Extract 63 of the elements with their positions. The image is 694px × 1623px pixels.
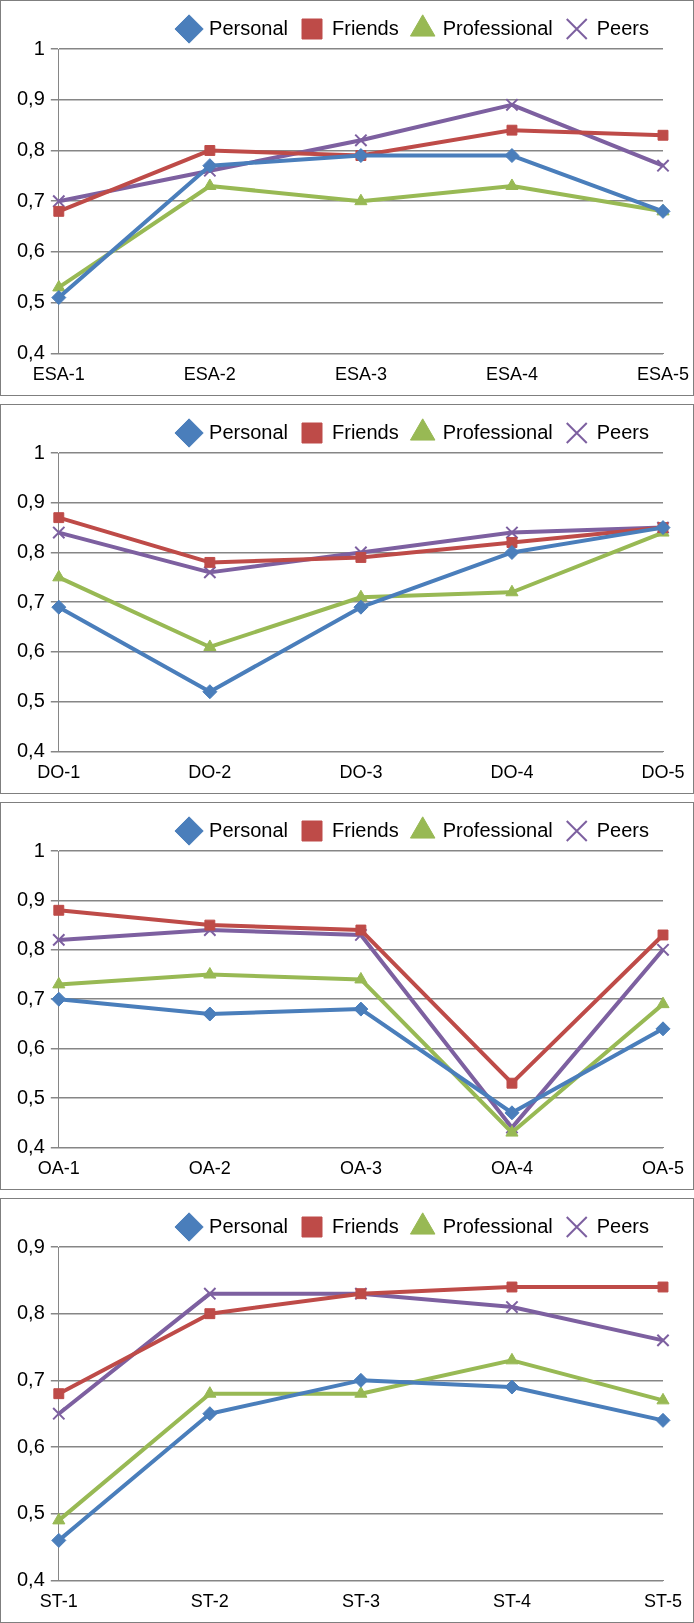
y-tick-label: 0,4 xyxy=(16,340,45,363)
y-tick-label: 0,8 xyxy=(16,539,45,562)
x-tick-label: OA-3 xyxy=(339,1158,382,1179)
legend-label: Peers xyxy=(596,420,649,443)
y-tick-label: 0,7 xyxy=(16,986,45,1009)
y-tick-label: 0,5 xyxy=(16,290,45,313)
y-tick-label: 0,4 xyxy=(16,1567,45,1590)
legend-label: Personal xyxy=(209,818,289,841)
legend-label: Personal xyxy=(209,420,289,443)
x-tick-label: ST-2 xyxy=(190,1591,229,1612)
y-tick-label: 0,6 xyxy=(16,239,45,262)
x-tick-label: OA-1 xyxy=(37,1158,80,1179)
x-tick-label: OA-4 xyxy=(490,1158,533,1179)
y-tick-label: 0,6 xyxy=(16,1036,45,1059)
y-tick-label: 0,9 xyxy=(16,490,45,513)
y-tick-label: 0,7 xyxy=(16,188,45,211)
y-tick-label: 0,5 xyxy=(16,1085,45,1108)
y-tick-label: 0,8 xyxy=(16,937,45,960)
y-tick-label: 1 xyxy=(33,440,45,463)
legend-label: Friends xyxy=(332,1214,399,1237)
x-tick-label: ST-3 xyxy=(341,1591,380,1612)
legend-label: Professional xyxy=(442,1214,553,1237)
y-tick-label: 0,7 xyxy=(16,1367,45,1390)
y-tick-label: 0,9 xyxy=(16,887,45,910)
y-tick-label: 0,5 xyxy=(16,1501,45,1524)
x-tick-label: ESA-2 xyxy=(183,364,236,385)
x-tick-label: OA-2 xyxy=(188,1158,231,1179)
x-tick-label: ESA-4 xyxy=(485,364,538,385)
legend-label: Friends xyxy=(332,818,399,841)
y-tick-label: 0,4 xyxy=(16,738,45,761)
legend-label: Personal xyxy=(209,16,289,39)
y-tick-label: 1 xyxy=(33,36,45,59)
x-tick-label: ST-4 xyxy=(492,1591,531,1612)
y-tick-label: 0,9 xyxy=(16,87,45,110)
x-tick-label: ESA-5 xyxy=(636,364,690,385)
y-tick-label: 0,8 xyxy=(16,1301,45,1324)
x-tick-label: DO-3 xyxy=(339,762,383,783)
legend-label: Friends xyxy=(332,420,399,443)
legend-label: Peers xyxy=(596,1214,649,1237)
x-tick-label: DO-2 xyxy=(188,762,232,783)
legend-label: Peers xyxy=(596,16,649,39)
x-tick-label: ST-5 xyxy=(643,1591,683,1612)
x-tick-label: ESA-1 xyxy=(32,364,85,385)
y-tick-label: 0,4 xyxy=(16,1134,45,1157)
legend-label: Personal xyxy=(209,1214,289,1237)
x-tick-label: DO-4 xyxy=(490,762,534,783)
legend-label: Peers xyxy=(596,818,649,841)
legend-label: Friends xyxy=(332,16,399,39)
y-tick-label: 0,7 xyxy=(16,589,45,612)
y-tick-label: 0,8 xyxy=(16,137,45,160)
x-tick-label: ESA-3 xyxy=(334,364,387,385)
y-tick-label: 0,5 xyxy=(16,689,45,712)
x-tick-label: ST-1 xyxy=(39,1591,78,1612)
y-tick-label: 0,6 xyxy=(16,1434,45,1457)
legend-label: Professional xyxy=(442,16,553,39)
y-tick-label: 1 xyxy=(33,838,45,861)
x-tick-label: OA-5 xyxy=(641,1158,685,1179)
y-tick-label: 0,9 xyxy=(16,1234,45,1257)
y-tick-label: 0,6 xyxy=(16,639,45,662)
x-tick-label: DO-1 xyxy=(37,762,81,783)
legend-label: Professional xyxy=(442,818,553,841)
x-tick-label: DO-5 xyxy=(641,762,685,783)
legend-label: Professional xyxy=(442,420,553,443)
